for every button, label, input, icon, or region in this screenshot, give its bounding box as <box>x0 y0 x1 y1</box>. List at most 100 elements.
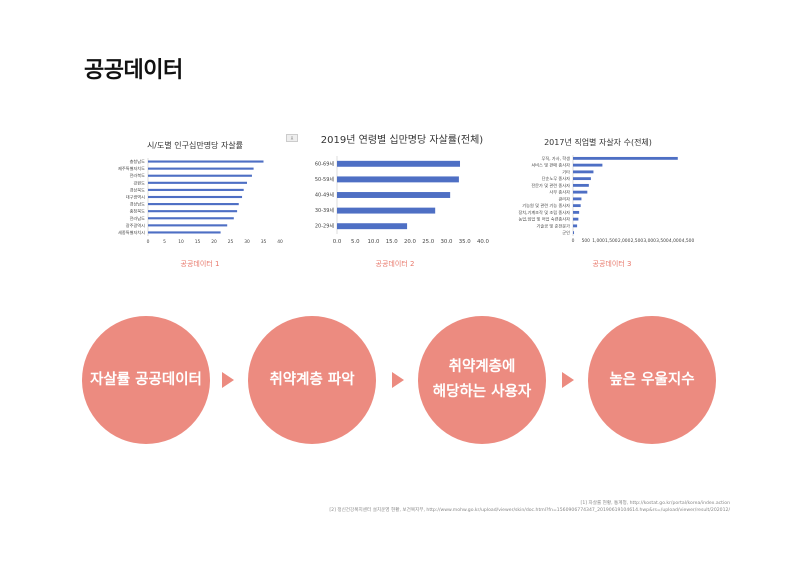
bar <box>148 224 228 227</box>
bar <box>337 207 436 214</box>
flow-step-suicide-data: 자살률 공공데이터 <box>82 316 210 444</box>
bar <box>337 160 461 167</box>
tick-label: 20.0 <box>404 239 417 245</box>
tick-label: 10 <box>178 239 184 245</box>
chart-2-svg: 2019년 연령별 십만명당 자살률(전체) 60-69세 50-59세 40-49세… <box>315 134 490 245</box>
tick-label: 10.0 <box>367 239 380 245</box>
tick-label: 20 <box>211 239 217 245</box>
category-label: 광주광역시 <box>126 222 145 229</box>
flow-arrow-1 <box>222 372 234 388</box>
category-label: 전라북도 <box>130 172 146 179</box>
bar <box>573 183 589 187</box>
chart-suicide-by-occupation: 2017년 직업별 자살자 수(전체) 무직, 가사, 학생 서비스 및 판매 종사… <box>500 128 700 258</box>
tick-label: 1,500 <box>605 238 618 244</box>
tick-label: 25 <box>228 239 234 245</box>
chart-title: 시/도별 인구십만명당 자살률 <box>147 140 243 150</box>
tick-label: 4,500 <box>682 238 695 244</box>
tick-label: 0.0 <box>333 239 342 245</box>
tick-label: 2,500 <box>631 238 644 244</box>
bar <box>573 217 579 221</box>
bar <box>148 167 254 170</box>
category-label: 장치,기계조작 및 조립 종사자 <box>518 209 570 216</box>
tick-label: 500 <box>582 238 591 244</box>
reference-2: [2] 정신건강복지센터 설치운영 현황, 보건복지부, http://www.… <box>329 508 730 514</box>
flow-step-text: 해당하는 사용자 <box>432 384 532 400</box>
chart-suicide-by-region: 시/도별 인구십만명당 자살률 충청남도 제주특별자치도 전라북도 강원도 경상북도 대구광… <box>95 128 295 258</box>
bar <box>148 231 221 234</box>
tick-label: 30 <box>244 239 250 245</box>
flow-step-text: 취약계층에 <box>448 359 516 376</box>
caption-3: 공공데이터 3 <box>592 260 632 268</box>
bar <box>573 170 594 174</box>
bar <box>573 156 678 160</box>
category-label: 단순노무 종사자 <box>542 175 570 182</box>
category-label: 제주특별자치도 <box>118 165 145 172</box>
category-label: 30-39세 <box>315 207 335 214</box>
bar <box>573 163 603 167</box>
flow-arrow-3 <box>562 372 574 388</box>
category-label: 20-29세 <box>315 223 335 230</box>
tick-label: 4,000 <box>669 238 682 244</box>
tick-label: 5.0 <box>351 239 360 245</box>
flow-step-text: 취약계층 파악 <box>269 371 355 388</box>
references: [1] 자살률 현황, 통계청, http://kostat.go.kr/por… <box>329 500 730 515</box>
table-badge: 표 <box>286 134 298 142</box>
category-label: 충청남도 <box>130 158 146 164</box>
category-label: 60-69세 <box>315 160 335 167</box>
category-label: 기술공 및 준전문가 <box>537 222 571 229</box>
chart-title: 2017년 직업별 자살자 수(전체) <box>544 137 652 147</box>
flow-step-text: 자살률 공공데이터 <box>90 371 202 388</box>
chart-title: 2019년 연령별 십만명당 자살률(전체) <box>321 134 483 146</box>
bar <box>573 231 575 235</box>
flow-step-high-depression: 높은 우울지수 <box>588 316 716 444</box>
bar <box>573 190 588 194</box>
chart-suicide-by-age: 2019년 연령별 십만명당 자살률(전체) 60-69세 50-59세 40-49세… <box>290 128 500 258</box>
bar <box>148 174 252 177</box>
category-label: 충청북도 <box>130 208 146 215</box>
category-label: 세종특별자치시 <box>118 229 145 236</box>
tick-label: 0 <box>147 239 150 245</box>
tick-label: 0 <box>572 238 575 244</box>
category-label: 50-59세 <box>315 176 335 183</box>
tick-label: 2,000 <box>618 238 631 244</box>
bar <box>573 210 580 214</box>
category-label: 전문가 및 관련 종사자 <box>531 182 570 189</box>
category-label: 40-49세 <box>315 192 335 199</box>
category-label: 군인 <box>562 229 570 235</box>
caption-1: 공공데이터 1 <box>180 260 220 268</box>
category-label: 경상남도 <box>130 201 146 207</box>
category-label: 전라남도 <box>130 215 146 222</box>
bar <box>148 181 247 184</box>
category-label: 사무 종사자 <box>549 189 570 196</box>
bar <box>148 203 239 206</box>
tick-label: 5 <box>163 239 166 245</box>
category-label: 서비스 및 판매 종사자 <box>531 162 570 169</box>
tick-label: 15 <box>195 239 201 245</box>
tick-label: 35 <box>261 239 267 245</box>
category-label: 농업,임업 및 어업 숙련종사자 <box>518 216 570 223</box>
category-label: 경상북도 <box>130 186 146 193</box>
reference-1: [1] 자살률 현황, 통계청, http://kostat.go.kr/por… <box>580 501 730 506</box>
bar <box>573 224 578 228</box>
bar <box>337 223 408 230</box>
tick-label: 3,500 <box>656 238 669 244</box>
tick-label: 3,000 <box>643 238 656 244</box>
bar <box>148 188 244 191</box>
caption-2: 공공데이터 2 <box>375 260 415 268</box>
category-label: 대구광역시 <box>126 194 145 201</box>
chart-1-svg: 시/도별 인구십만명당 자살률충청남도제주특별자치도전라북도강원도경상북도대구광… <box>118 140 283 245</box>
bar <box>573 204 581 208</box>
bar <box>573 197 582 201</box>
bar <box>573 177 591 181</box>
tick-label: 35.0 <box>459 239 472 245</box>
tick-label: 15.0 <box>386 239 399 245</box>
tick-label: 25.0 <box>422 239 435 245</box>
flow-step-matching-users: 취약계층에 해당하는 사용자 <box>418 316 546 444</box>
tick-label: 1,000 <box>592 238 605 244</box>
category-label: 관리자 <box>558 195 570 202</box>
tick-label: 30.0 <box>440 239 453 245</box>
bar <box>148 210 238 213</box>
bar <box>148 160 264 163</box>
tick-label: 40 <box>277 239 283 245</box>
